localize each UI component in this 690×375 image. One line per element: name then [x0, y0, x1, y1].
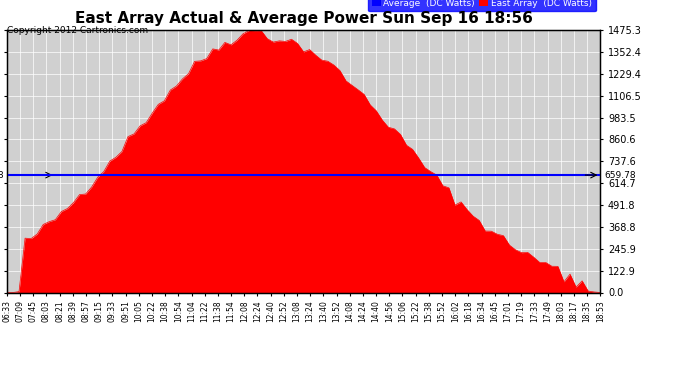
Text: Copyright 2012 Cartronics.com: Copyright 2012 Cartronics.com [7, 26, 148, 35]
Legend: Average  (DC Watts), East Array  (DC Watts): Average (DC Watts), East Array (DC Watts… [368, 0, 595, 11]
Text: 659.78: 659.78 [0, 171, 4, 180]
Text: East Array Actual & Average Power Sun Sep 16 18:56: East Array Actual & Average Power Sun Se… [75, 11, 533, 26]
Text: 659.78: 659.78 [0, 171, 1, 180]
Text: 659.78: 659.78 [604, 171, 636, 180]
